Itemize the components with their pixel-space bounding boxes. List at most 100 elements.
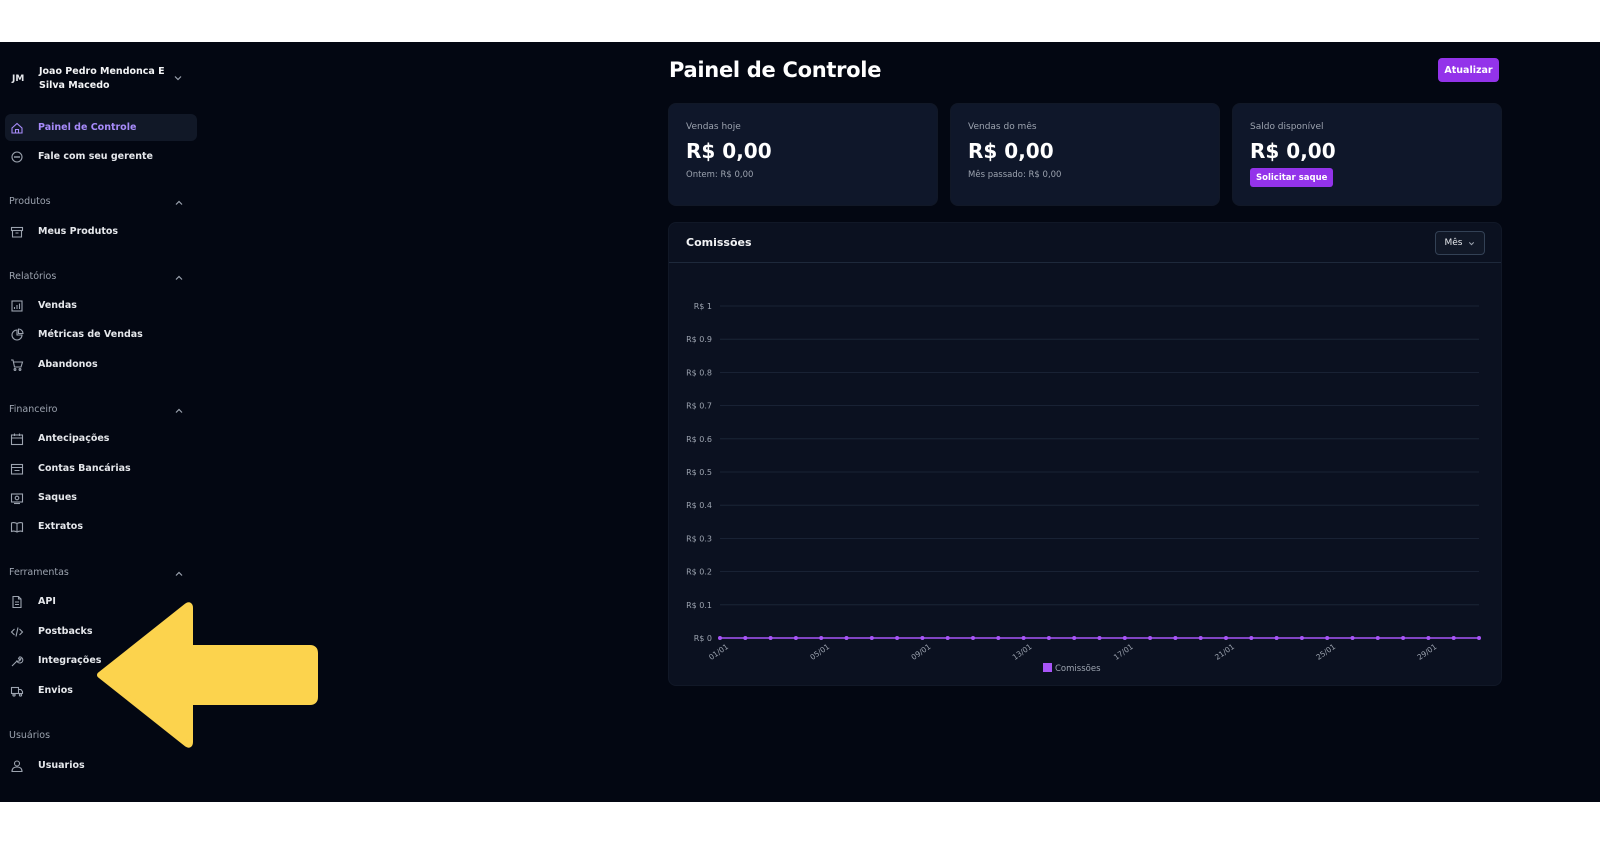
sidebar-item-meus-produtos[interactable]: Meus Produtos <box>5 218 197 245</box>
sidebar-item-saques[interactable]: Saques <box>5 484 197 511</box>
user-icon <box>11 759 23 772</box>
data-point <box>1173 636 1178 640</box>
y-tick-label: R$ 0.8 <box>686 368 712 377</box>
y-tick-label: R$ 0.2 <box>686 568 712 577</box>
data-point <box>1148 636 1153 640</box>
sidebar-item-label: Saques <box>38 492 77 503</box>
data-point <box>971 636 975 640</box>
section-title: Ferramentas <box>9 567 69 578</box>
commissions-header: Comissões Mês <box>669 223 1501 263</box>
data-point <box>996 636 1001 640</box>
code-icon <box>10 626 24 637</box>
chevron-up-icon[interactable] <box>173 405 185 417</box>
sidebar-item-metricas-de-vendas[interactable]: Métricas de Vendas <box>5 321 197 348</box>
x-tick-label: 17/01 <box>1112 642 1135 662</box>
user-menu[interactable]: JM Joao Pedro Mendonca E Silva Macedo <box>12 64 194 94</box>
sidebar-item-label: Antecipações <box>38 433 110 444</box>
x-tick-label: 05/01 <box>808 642 831 662</box>
sidebar-item-antecipacoes[interactable]: Antecipações <box>5 425 197 452</box>
legend-label: Comissões <box>1055 664 1101 674</box>
data-point <box>895 636 900 640</box>
section-relatorios[interactable]: Relatórios <box>9 271 191 285</box>
sidebar-item-envios[interactable]: Envios <box>5 677 197 704</box>
sidebar-item-fale-com-seu-gerente[interactable]: Fale com seu gerente <box>5 143 197 170</box>
chevron-up-icon[interactable] <box>173 197 185 209</box>
chevron-up-icon[interactable] <box>173 272 185 284</box>
y-tick-label: R$ 0.7 <box>686 402 712 411</box>
sidebar-item-vendas[interactable]: Vendas <box>5 292 197 319</box>
chevron-down-icon <box>1468 241 1474 245</box>
sidebar-item-integracoes[interactable]: Integrações <box>5 647 197 674</box>
sidebar-item-contas-bancarias[interactable]: Contas Bancárias <box>5 455 197 482</box>
section-financeiro[interactable]: Financeiro <box>9 404 191 418</box>
y-tick-label: R$ 1 <box>694 302 712 311</box>
book-icon <box>10 521 24 533</box>
data-point <box>1097 636 1102 640</box>
card-sales-month: Vendas do mês R$ 0,00 Mês passado: R$ 0,… <box>950 103 1220 206</box>
sidebar-item-label: Contas Bancárias <box>38 463 131 474</box>
data-point <box>1451 636 1456 640</box>
data-point <box>1477 636 1481 640</box>
data-point <box>743 636 748 640</box>
sidebar-item-abandonos[interactable]: Abandonos <box>5 351 197 378</box>
y-tick-label: R$ 0.9 <box>686 335 712 344</box>
pie-chart-icon <box>11 327 24 341</box>
legend-swatch <box>1043 663 1052 672</box>
bank-icon <box>10 463 24 475</box>
sidebar-item-label: Meus Produtos <box>38 226 119 237</box>
sidebar-item-label: Abandonos <box>38 359 98 370</box>
wrench-icon <box>11 655 24 666</box>
period-value: Mês <box>1444 238 1463 248</box>
section-produtos[interactable]: Produtos <box>9 196 191 210</box>
card-subtext: Ontem: R$ 0,00 <box>686 170 754 180</box>
data-point <box>1072 636 1077 640</box>
arrow-annotation-icon <box>97 602 318 748</box>
truck-icon <box>10 686 24 697</box>
y-tick-label: R$ 0.5 <box>686 468 712 477</box>
data-point <box>945 636 950 640</box>
data-point <box>1401 636 1406 640</box>
sidebar-item-painel-de-controle[interactable]: Painel de Controle <box>5 114 197 141</box>
sidebar-item-extratos[interactable]: Extratos <box>5 513 197 540</box>
page-title: Painel de Controle <box>669 58 882 82</box>
card-sales-today: Vendas hoje R$ 0,00 Ontem: R$ 0,00 <box>668 103 938 206</box>
card-value: R$ 0,00 <box>968 139 1054 163</box>
card-subtext: Mês passado: R$ 0,00 <box>968 170 1062 180</box>
data-point <box>1021 636 1026 640</box>
chevron-down-icon[interactable] <box>172 72 184 84</box>
home-icon <box>11 122 23 134</box>
x-tick-label: 25/01 <box>1314 642 1337 662</box>
data-point <box>718 636 722 640</box>
calendar-icon <box>10 433 24 445</box>
x-tick-label: 09/01 <box>910 642 933 662</box>
cash-icon <box>10 492 24 504</box>
sidebar-item-label: Usuarios <box>38 760 85 771</box>
x-tick-label: 01/01 <box>707 642 730 662</box>
chart-icon <box>11 299 23 312</box>
y-tick-label: R$ 0.3 <box>686 534 712 543</box>
data-point <box>1224 636 1228 640</box>
sidebar: JM Joao Pedro Mendonca E Silva Macedo Pa… <box>0 42 200 802</box>
sidebar-item-label: Métricas de Vendas <box>38 329 143 340</box>
data-point <box>1249 636 1254 640</box>
request-withdrawal-button[interactable]: Solicitar saque <box>1250 168 1334 187</box>
card-balance: Saldo disponível R$ 0,00 Solicitar saque <box>1232 103 1502 206</box>
refresh-button[interactable]: Atualizar <box>1438 58 1499 82</box>
commissions-title: Comissões <box>686 236 752 249</box>
sidebar-item-api[interactable]: API <box>5 588 197 615</box>
sidebar-item-postbacks[interactable]: Postbacks <box>5 618 197 645</box>
sidebar-item-label: API <box>38 596 56 607</box>
document-icon <box>12 595 22 608</box>
data-point <box>1198 636 1203 640</box>
period-select[interactable]: Mês <box>1435 231 1485 255</box>
x-tick-label: 21/01 <box>1213 642 1236 662</box>
chat-icon <box>11 150 23 163</box>
card-label: Vendas do mês <box>968 122 1037 132</box>
section-ferramentas[interactable]: Ferramentas <box>9 567 191 581</box>
data-point <box>1350 636 1355 640</box>
sidebar-item-usuarios[interactable]: Usuarios <box>5 752 197 779</box>
x-tick-label: 29/01 <box>1416 642 1439 662</box>
sidebar-item-label: Envios <box>38 685 73 696</box>
data-point <box>1299 636 1304 640</box>
chevron-up-icon[interactable] <box>173 568 185 580</box>
